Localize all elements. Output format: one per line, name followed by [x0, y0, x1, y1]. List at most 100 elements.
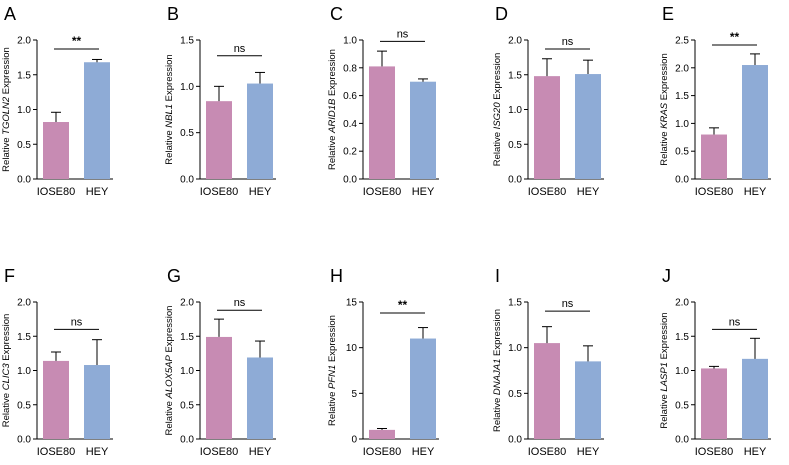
panel-b: B 0.0 0.5 1.0 1.5 Relative NBL1 Expression IOS…	[164, 4, 276, 198]
y-tick-label: 1.5	[17, 332, 31, 343]
y-tick-label: 0.0	[508, 175, 522, 186]
category-label: IOSE80	[528, 186, 567, 198]
y-axis-label: Relative CLIC3 Expression	[1, 314, 12, 428]
category-label: IOSE80	[200, 446, 239, 458]
y-axis-label: Relative DNAJA1 Expression	[492, 309, 503, 432]
y-tick-label: 2.0	[675, 298, 689, 309]
y-axis-label: Relative LASP1 Expression	[659, 312, 670, 428]
y-axis-label-gene: KRAS	[659, 102, 670, 129]
y-tick-label: 0	[351, 435, 357, 446]
category-label: HEY	[86, 446, 109, 458]
y-tick-label: 0.8	[343, 63, 357, 74]
significance-label: ns	[71, 316, 83, 328]
bar-hey	[575, 361, 601, 439]
y-tick-label: 1.0	[675, 366, 689, 377]
y-tick-label: 2.0	[508, 36, 522, 47]
bar-hey	[742, 65, 768, 179]
category-label: HEY	[86, 186, 109, 198]
panel-e: E 0.0 0.5 1.0 1.5 2.0 2.5 Relative KRAS Express…	[659, 4, 771, 198]
significance-label: ns	[234, 43, 246, 55]
y-axis-label: Relative KRAS Expression	[659, 53, 670, 165]
category-label: HEY	[577, 446, 600, 458]
bar-hey	[742, 358, 768, 439]
y-tick-label: 1.0	[508, 343, 522, 354]
bar-iose80	[369, 66, 395, 179]
bar-hey	[575, 74, 601, 179]
y-axis-label-gene: ARID1B	[327, 98, 338, 134]
category-label: IOSE80	[695, 446, 734, 458]
y-axis-label-suffix: Expression	[327, 49, 338, 99]
panel-h: H 0 5 10 15 Relative PFN1 Expression IOSE80 HEY…	[327, 266, 439, 458]
y-axis-label-gene: CLIC3	[1, 363, 12, 391]
bar-hey	[84, 365, 110, 439]
y-axis-label-suffix: Expression	[164, 306, 175, 356]
y-tick-label: 0.0	[180, 435, 194, 446]
category-label: HEY	[249, 186, 272, 198]
category-label: IOSE80	[37, 446, 76, 458]
y-tick-label: 1.5	[675, 332, 689, 343]
y-axis-label-gene: TGOLN2	[1, 96, 12, 135]
y-tick-label: 0.0	[17, 175, 31, 186]
y-tick-label: 1.0	[180, 366, 194, 377]
significance-label: **	[72, 34, 82, 48]
y-tick-label: 0.5	[180, 128, 194, 139]
panel-a: A 0.0 0.5 1.0 1.5 2.0 Relative TGOLN2 Expressi…	[1, 4, 113, 198]
y-tick-label: 0.0	[17, 435, 31, 446]
y-tick-label: 0.5	[675, 147, 689, 158]
y-axis-label: Relative ARID1B Expression	[327, 49, 338, 170]
category-label: IOSE80	[363, 186, 402, 198]
category-label: IOSE80	[695, 186, 734, 198]
y-tick-label: 10	[346, 343, 358, 354]
y-axis-label-prefix: Relative	[492, 395, 503, 432]
bar-hey	[84, 62, 110, 179]
panel-letter: E	[662, 4, 674, 24]
y-axis-label-gene: LASP1	[659, 362, 670, 392]
panel-letter: A	[4, 4, 16, 24]
y-axis-label-prefix: Relative	[327, 133, 338, 170]
y-tick-label: 1.0	[343, 36, 357, 47]
category-label: HEY	[412, 186, 435, 198]
category-label: IOSE80	[200, 186, 239, 198]
y-tick-label: 0.5	[508, 140, 522, 151]
y-tick-label: 0.5	[675, 400, 689, 411]
y-axis-label-suffix: Expression	[659, 312, 670, 362]
y-axis-label-suffix: Expression	[492, 53, 503, 103]
y-axis-label-prefix: Relative	[164, 398, 175, 435]
y-axis-label-prefix: Relative	[327, 389, 338, 426]
y-tick-label: 0.5	[180, 400, 194, 411]
y-tick-label: 1.5	[675, 91, 689, 102]
category-label: IOSE80	[528, 446, 567, 458]
y-tick-label: 1.0	[508, 105, 522, 116]
bar-hey	[410, 338, 436, 439]
bar-iose80	[206, 336, 232, 439]
y-axis-label-suffix: Expression	[164, 54, 175, 104]
category-label: IOSE80	[37, 186, 76, 198]
y-tick-label: 1.0	[17, 366, 31, 377]
y-tick-label: 0.0	[508, 435, 522, 446]
y-tick-label: 1.5	[180, 36, 194, 47]
y-tick-label: 15	[346, 298, 358, 309]
y-tick-label: 0.0	[180, 175, 194, 186]
y-tick-label: 2.0	[180, 298, 194, 309]
y-axis-label-suffix: Expression	[1, 47, 12, 97]
y-axis-label-prefix: Relative	[164, 128, 175, 165]
panel-letter: F	[4, 266, 15, 286]
y-tick-label: 0.5	[17, 140, 31, 151]
y-tick-label: 1.0	[17, 105, 31, 116]
significance-label: ns	[729, 316, 741, 328]
y-axis-label-gene: NBL1	[164, 104, 175, 128]
y-axis-label-prefix: Relative	[1, 135, 12, 172]
panel-d: D 0.0 0.5 1.0 1.5 2.0 Relative ISG20 Expressio…	[492, 4, 604, 198]
panel-letter: J	[662, 266, 671, 286]
significance-label: ns	[234, 297, 246, 309]
y-tick-label: 2.5	[675, 36, 689, 47]
panel-letter: G	[167, 266, 181, 286]
bar-hey	[247, 83, 273, 179]
significance-label: **	[730, 30, 740, 44]
panel-c: C 0.0 0.2 0.4 0.6 0.8 1.0 Relative ARID1B Expre…	[327, 4, 439, 198]
y-axis-label-suffix: Expression	[659, 53, 670, 103]
y-tick-label: 1.0	[180, 82, 194, 93]
panel-g: G 0.0 0.5 1.0 1.5 2.0 Relative ALOX5AP Express…	[164, 266, 276, 458]
panel-letter: I	[495, 266, 500, 286]
